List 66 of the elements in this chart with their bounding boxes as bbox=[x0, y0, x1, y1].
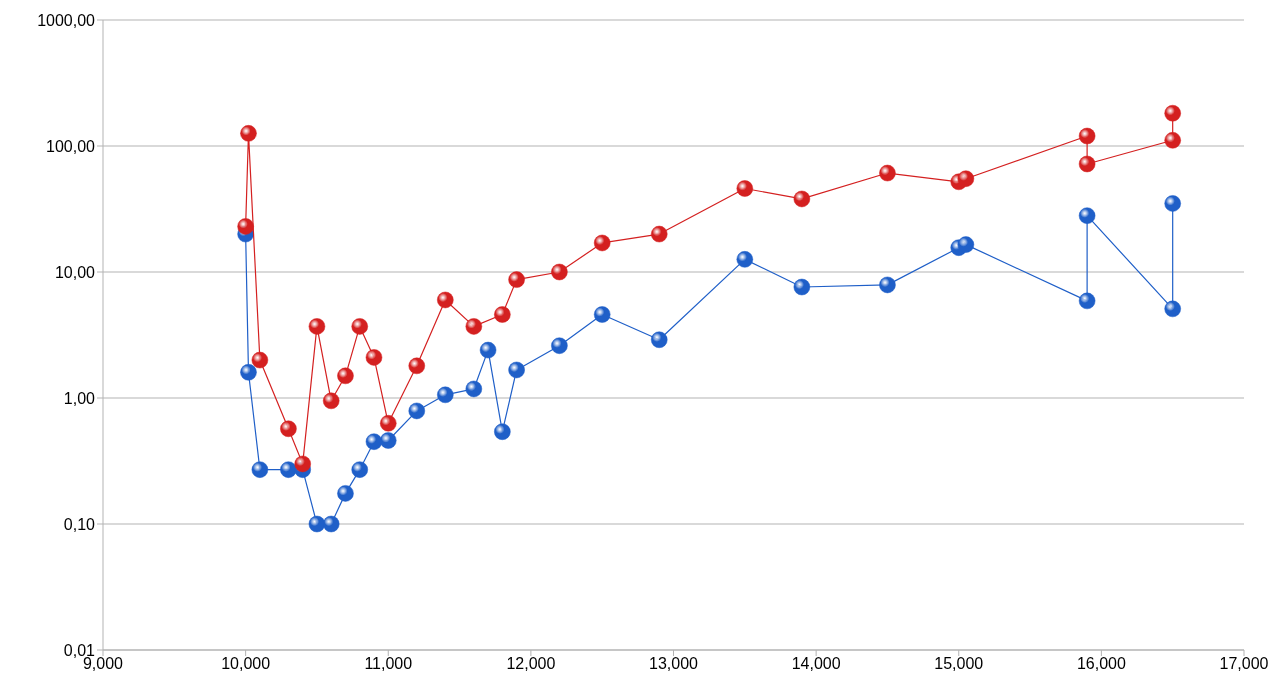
point bbox=[1078, 292, 1096, 310]
point bbox=[793, 278, 811, 296]
point bbox=[551, 263, 568, 281]
point bbox=[957, 236, 975, 253]
point bbox=[380, 415, 397, 432]
point bbox=[879, 276, 896, 294]
point bbox=[494, 306, 511, 323]
point bbox=[337, 367, 354, 385]
point bbox=[879, 164, 896, 182]
y-tick-label: 1000,00 bbox=[37, 11, 96, 29]
point bbox=[736, 180, 754, 197]
x-tick-label: 14,000 bbox=[791, 655, 841, 673]
point bbox=[308, 318, 326, 335]
point bbox=[237, 218, 254, 235]
point bbox=[1164, 195, 1181, 212]
point bbox=[465, 318, 483, 335]
x-tick-label: 17,000 bbox=[1219, 655, 1269, 673]
point bbox=[551, 337, 568, 354]
point bbox=[240, 364, 257, 381]
point bbox=[240, 125, 257, 142]
point bbox=[650, 225, 668, 243]
point bbox=[479, 341, 497, 359]
point bbox=[380, 432, 397, 449]
point bbox=[280, 461, 297, 478]
point bbox=[1078, 207, 1096, 224]
point bbox=[1164, 132, 1181, 149]
point bbox=[351, 461, 368, 478]
x-tick-label: 12,000 bbox=[506, 655, 556, 673]
y-tick-label: 100,00 bbox=[46, 137, 96, 155]
point bbox=[1164, 104, 1181, 122]
point bbox=[508, 361, 525, 379]
x-tick-label: 16,000 bbox=[1076, 655, 1126, 673]
point bbox=[408, 402, 426, 420]
point bbox=[280, 420, 297, 438]
point bbox=[437, 291, 454, 309]
point bbox=[251, 461, 269, 478]
point bbox=[308, 515, 326, 533]
point bbox=[593, 306, 611, 323]
point bbox=[1078, 155, 1096, 173]
point bbox=[365, 349, 383, 366]
point bbox=[351, 318, 368, 335]
point bbox=[322, 515, 340, 533]
x-tick-label: 15,000 bbox=[934, 655, 984, 673]
point bbox=[337, 485, 354, 502]
point bbox=[650, 331, 668, 348]
point bbox=[1078, 127, 1096, 145]
point bbox=[365, 433, 383, 450]
y-tick-label: 0,10 bbox=[63, 515, 96, 533]
point bbox=[322, 392, 340, 410]
x-tick-label: 13,000 bbox=[649, 655, 699, 673]
point bbox=[494, 423, 511, 440]
point bbox=[736, 251, 754, 268]
point bbox=[251, 351, 269, 369]
point bbox=[294, 455, 311, 473]
y-tick-label: 1,00 bbox=[63, 389, 96, 407]
x-tick-label: 10,000 bbox=[221, 655, 271, 673]
y-tick-label: 10,00 bbox=[54, 263, 96, 281]
point bbox=[593, 234, 611, 252]
point bbox=[465, 380, 483, 398]
point bbox=[793, 190, 811, 208]
point bbox=[508, 271, 525, 288]
x-tick-label: 11,000 bbox=[364, 655, 413, 673]
point bbox=[437, 386, 454, 404]
point bbox=[1164, 300, 1181, 318]
point bbox=[957, 170, 975, 187]
point bbox=[408, 357, 426, 375]
